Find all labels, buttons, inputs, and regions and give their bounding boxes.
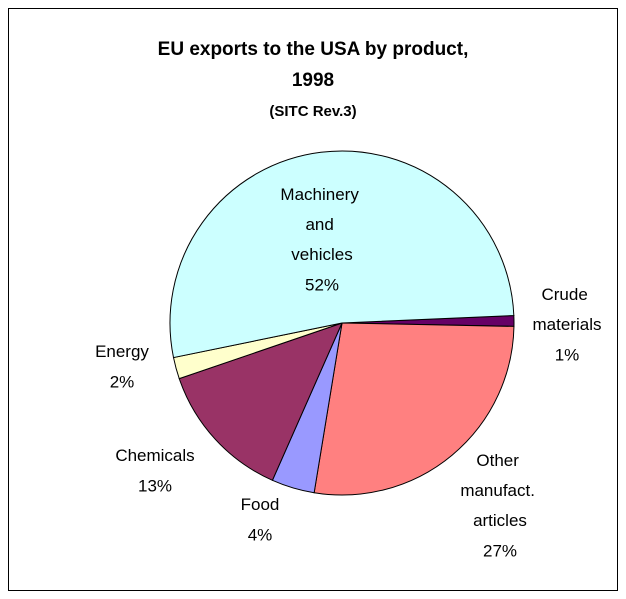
slice-label: Food <box>241 495 280 514</box>
slice-label: Other manufact. articles <box>460 451 539 530</box>
pie-slice <box>178 322 343 481</box>
chart-subtitle: (SITC Rev.3) <box>269 103 356 120</box>
slice-label: Crude materials <box>533 285 602 334</box>
pie-slice <box>313 322 515 496</box>
chart-title: EU exports to the USA by product, <box>158 39 469 60</box>
slice-value-label: 4% <box>248 525 273 544</box>
slice-value-label: 2% <box>110 372 135 391</box>
slice-label: Energy <box>95 342 149 361</box>
pie-slice <box>169 150 515 359</box>
slice-label: Machinery and vehicles <box>280 185 363 264</box>
slice-value-label: 13% <box>138 476 172 495</box>
chart-title: 1998 <box>292 70 334 91</box>
slice-value-label: 27% <box>483 541 517 560</box>
slice-label: Chemicals <box>115 446 194 465</box>
slice-value-label: 52% <box>305 275 339 294</box>
slice-value-label: 1% <box>555 345 580 364</box>
